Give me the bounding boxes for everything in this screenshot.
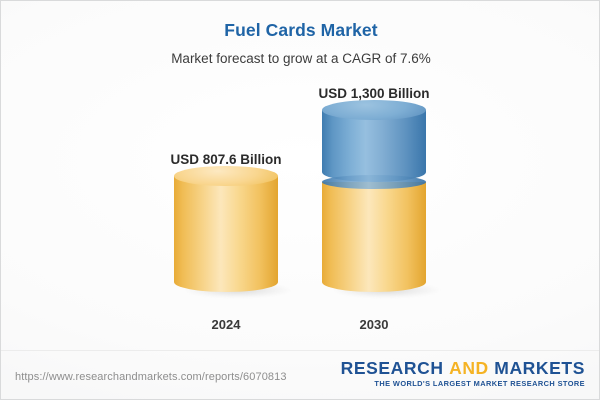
brand-name: RESEARCH AND MARKETS: [341, 358, 585, 378]
chart-plot-area: USD 807.6 Billion USD 1,300 Billion: [1, 1, 599, 349]
brand-tagline: THE WORLD'S LARGEST MARKET RESEARCH STOR…: [374, 379, 585, 388]
brand-word-markets: MARKETS: [494, 358, 585, 378]
brand-logo[interactable]: RESEARCH AND MARKETS THE WORLD'S LARGEST…: [341, 358, 585, 389]
cylinder-segment-growth-2030: [322, 110, 426, 189]
cylinder-top-cap-2030: [322, 100, 426, 120]
cylinder-2030[interactable]: [322, 100, 426, 292]
category-label-2030: 2030: [359, 317, 389, 332]
footer-divider: [1, 350, 599, 351]
report-url[interactable]: https://www.researchandmarkets.com/repor…: [15, 371, 287, 383]
chart-title: Fuel Cards Market: [224, 20, 378, 40]
bar-group-2030: USD 1,300 Billion: [304, 85, 444, 298]
brand-word-and: AND: [449, 358, 489, 378]
cylinder-wrap-2030: [322, 100, 440, 298]
chart-subtitle: Market forecast to grow at a CAGR of 7.6…: [171, 51, 431, 66]
data-label-2030: USD 1,300 Billion: [318, 86, 430, 101]
brand-word-research: RESEARCH: [340, 358, 444, 378]
cylinder-2024[interactable]: [174, 166, 278, 292]
category-label-2024: 2024: [211, 317, 241, 332]
cylinder-segment-base-2024: [174, 176, 278, 292]
cylinder-segment-base-2030: [322, 182, 426, 292]
bar-group-2024: USD 807.6 Billion: [156, 151, 296, 298]
data-label-2024: USD 807.6 Billion: [170, 152, 282, 167]
chart-footer: https://www.researchandmarkets.com/repor…: [1, 351, 599, 399]
cylinder-top-cap-2024: [174, 166, 278, 186]
cylinder-wrap-2024: [174, 166, 292, 298]
chart-header: Fuel Cards Market Market forecast to gro…: [1, 19, 599, 68]
